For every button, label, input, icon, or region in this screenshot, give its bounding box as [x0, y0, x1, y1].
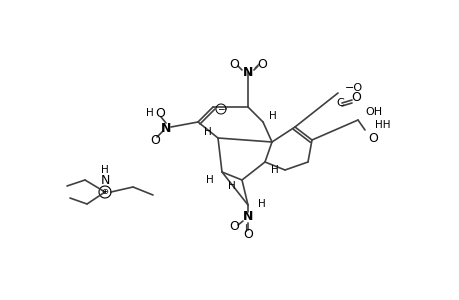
Text: H: H — [101, 165, 109, 175]
Text: N: N — [242, 211, 252, 224]
Text: N: N — [242, 65, 252, 79]
Text: H: H — [257, 199, 265, 209]
Text: ⊕: ⊕ — [101, 188, 108, 196]
Text: O: O — [257, 58, 266, 70]
Text: H: H — [269, 111, 276, 121]
Text: H: H — [146, 108, 154, 118]
Text: O: O — [367, 131, 377, 145]
Text: O: O — [242, 227, 252, 241]
Text: OH: OH — [364, 107, 381, 117]
Text: H: H — [204, 127, 212, 137]
Text: −: − — [217, 104, 224, 113]
Text: O: O — [350, 91, 360, 103]
Text: H: H — [206, 175, 213, 185]
Text: O: O — [155, 106, 165, 119]
Text: C: C — [336, 98, 343, 108]
Text: H: H — [270, 165, 278, 175]
Text: H: H — [228, 181, 235, 191]
Text: O: O — [150, 134, 160, 146]
Text: O: O — [229, 58, 238, 70]
Text: O: O — [229, 220, 238, 233]
Text: −O: −O — [344, 83, 362, 93]
Text: N: N — [161, 122, 171, 134]
Text: N: N — [100, 175, 109, 188]
Text: HH: HH — [374, 120, 390, 130]
